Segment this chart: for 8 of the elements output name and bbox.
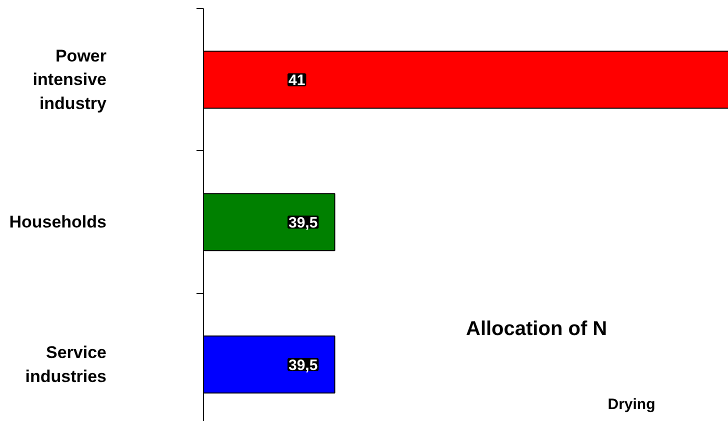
- data-label: 39,5: [288, 357, 318, 374]
- data-label: 39,5: [288, 214, 318, 232]
- y-tick-label: Power intensive industry: [32, 46, 108, 113]
- annotation: Allocation of N: [466, 318, 608, 340]
- data-label: 41: [288, 72, 306, 90]
- annotation: Drying: [608, 396, 656, 413]
- y-tick-label: Households: [9, 212, 107, 232]
- y-tick-label: Service industries: [25, 343, 107, 386]
